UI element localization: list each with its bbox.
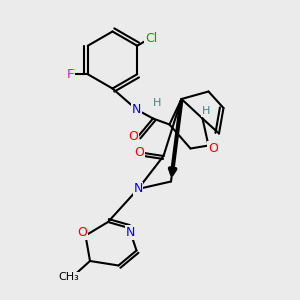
- Text: N: N: [132, 103, 141, 116]
- Text: O: O: [208, 142, 218, 155]
- Text: Cl: Cl: [145, 32, 157, 45]
- Text: N: N: [133, 182, 143, 196]
- Text: O: O: [129, 130, 138, 143]
- Text: H: H: [153, 98, 162, 109]
- Text: N: N: [126, 226, 135, 239]
- Text: O: O: [135, 146, 144, 160]
- Text: H: H: [202, 106, 210, 116]
- Text: F: F: [67, 68, 74, 81]
- Text: O: O: [78, 226, 87, 239]
- Text: CH₃: CH₃: [58, 272, 80, 283]
